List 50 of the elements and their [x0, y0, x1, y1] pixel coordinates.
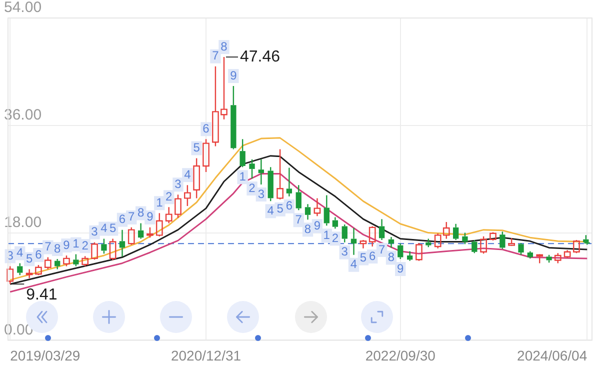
text: 8	[304, 222, 312, 236]
text: 9	[63, 238, 70, 252]
text: 8	[220, 39, 228, 54]
text: 4	[267, 203, 274, 218]
annotation: 47.46	[240, 48, 280, 66]
text: 2	[332, 230, 339, 245]
text: 4	[350, 257, 358, 272]
x-tick-label: 2022/09/30	[365, 347, 436, 364]
text: 5	[276, 202, 284, 216]
text: 8	[137, 206, 144, 220]
text: 1	[156, 195, 163, 210]
text: 6	[369, 248, 376, 263]
text: 8	[388, 250, 395, 264]
text: 3	[258, 186, 264, 201]
text: 5	[193, 140, 200, 155]
y-tick-label: 36.00	[4, 106, 42, 124]
text: 9	[230, 68, 237, 82]
text: 1	[323, 228, 330, 242]
text: 1	[239, 169, 246, 184]
x-tick-label: 2024/06/04	[517, 347, 588, 364]
text: 7	[128, 210, 135, 224]
text: 6	[35, 247, 42, 262]
x-tick-label: 2020/12/31	[170, 347, 242, 364]
text: 5	[26, 252, 33, 266]
text: 3	[174, 176, 182, 191]
text: 9	[314, 218, 321, 232]
text: 4	[184, 167, 191, 182]
text: 6	[202, 121, 210, 136]
text: 4	[100, 221, 108, 236]
text: 3	[341, 244, 348, 259]
text: 8	[54, 241, 61, 256]
text: 5	[109, 221, 116, 236]
annotation: 9.41	[26, 286, 58, 304]
y-tick-label: 54.00	[4, 0, 42, 16]
text: 9	[146, 210, 154, 224]
text: 7	[378, 242, 386, 256]
x-tick-label: 2019/03/29	[10, 347, 80, 364]
text: 4	[16, 246, 24, 260]
text: 3	[91, 224, 98, 239]
text: 2	[82, 238, 88, 252]
text: 7	[44, 240, 52, 254]
text: 5	[360, 250, 367, 265]
text: 7	[295, 212, 302, 226]
text: 7	[212, 48, 219, 63]
text: 1	[72, 236, 80, 251]
text: 2	[248, 180, 256, 195]
text: 2	[166, 189, 172, 204]
text: 6	[118, 212, 126, 226]
text: 9	[397, 261, 404, 276]
text: 6	[286, 198, 293, 213]
